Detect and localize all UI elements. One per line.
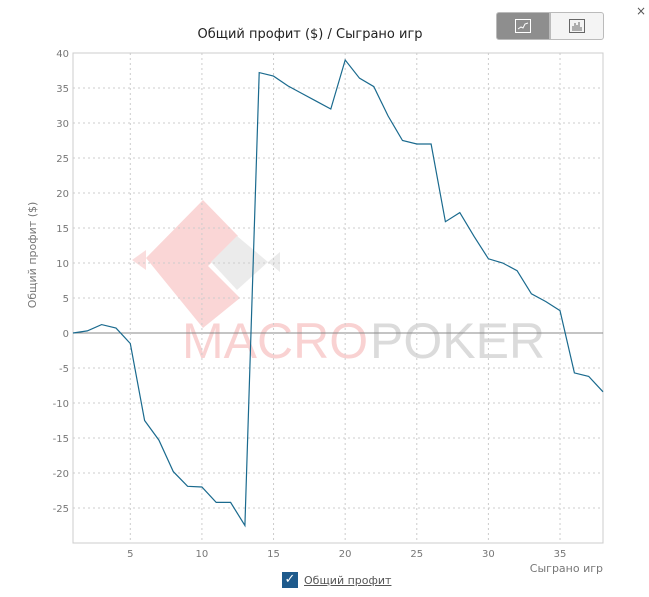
y-tick-label: -10 <box>53 399 69 410</box>
close-icon[interactable]: × <box>636 4 647 18</box>
y-tick-label: 0 <box>63 329 69 340</box>
legend-label[interactable]: Общий профит <box>304 573 392 587</box>
svg-text:MACRO: MACRO <box>182 313 368 369</box>
x-tick-label: 20 <box>339 549 352 560</box>
chart-title: Общий профит ($) / Сыграно игр <box>197 27 423 42</box>
y-tick-label: 25 <box>56 154 69 165</box>
series-line <box>72 58 604 528</box>
y-tick-label: 5 <box>63 294 69 305</box>
x-tick-label: 30 <box>482 549 495 560</box>
x-tick-label: 15 <box>267 549 280 560</box>
bar-chart-icon <box>569 19 585 33</box>
y-tick-label: 35 <box>56 84 69 95</box>
y-tick-label: -20 <box>53 469 69 480</box>
y-tick-label: -5 <box>59 364 69 375</box>
x-tick-label: 10 <box>196 549 209 560</box>
y-tick-label: 20 <box>56 189 69 200</box>
x-tick-label: 35 <box>554 549 567 560</box>
x-axis-label: Сыграно игр <box>530 562 603 575</box>
bar-chart-button[interactable] <box>550 12 604 40</box>
y-tick-label: 10 <box>56 259 69 270</box>
y-tick-label: -15 <box>53 434 69 445</box>
x-tick-label: 25 <box>410 549 423 560</box>
x-tick-label: 5 <box>127 549 133 560</box>
y-tick-label: 15 <box>56 224 69 235</box>
legend-item[interactable]: ✓ Общий профит <box>282 572 391 588</box>
y-tick-label: 40 <box>56 49 69 60</box>
watermark-logo: MACRO POKER <box>132 200 545 369</box>
y-tick-label: -25 <box>53 504 69 515</box>
checkbox-checked-icon[interactable]: ✓ <box>282 572 298 588</box>
y-axis-label: Общий профит ($) <box>26 202 39 309</box>
svg-text:POKER: POKER <box>370 313 545 369</box>
line-chart-icon <box>515 19 531 33</box>
line-chart-button[interactable] <box>496 12 550 40</box>
y-tick-label: 30 <box>56 119 69 130</box>
